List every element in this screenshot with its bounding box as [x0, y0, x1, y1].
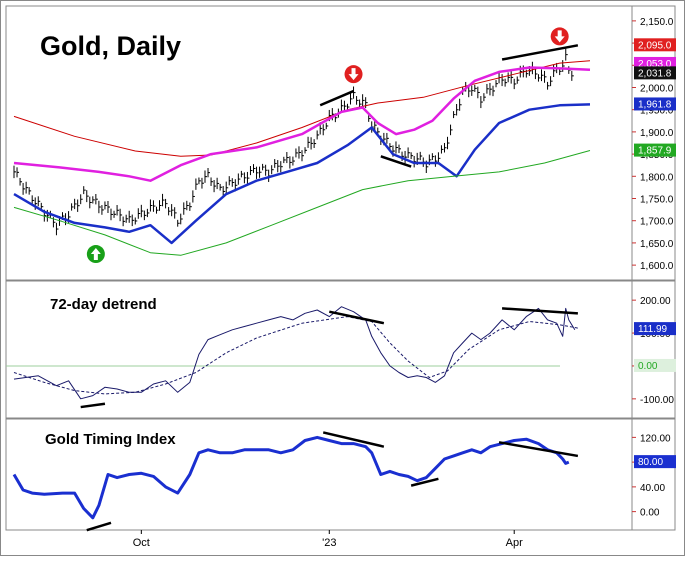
detrend-panel-title: 72-day detrend — [50, 296, 157, 313]
timing-series-line-0 — [12, 435, 570, 520]
price-ytick-label: 1,900.0 — [640, 128, 674, 139]
detrend-badge-label: 111.99 — [638, 324, 668, 335]
price-badge-bg — [634, 97, 676, 111]
price-ytick-label: 1,700.0 — [640, 217, 674, 228]
timing-panel-border — [5, 418, 676, 531]
price-ytick-label: 1,600.0 — [640, 261, 674, 272]
price-badge-bg — [634, 143, 676, 157]
arrow-glyph — [348, 68, 359, 81]
price-badge-label: 1,857.9 — [638, 146, 672, 157]
price-trend-line — [319, 89, 355, 107]
detrend-ytick-label: -100.00 — [640, 395, 674, 406]
detrend-trend-line — [80, 402, 106, 409]
price-series-line-4 — [13, 150, 591, 256]
price-ytick-label: 2,150.0 — [640, 17, 674, 28]
price-badge-label: 2,095.0 — [638, 40, 672, 51]
x-tick-label: Apr — [506, 537, 523, 549]
detrend-badge-bg — [634, 358, 676, 372]
price-badge-label: 1,961.8 — [638, 99, 672, 110]
timing-trend-line — [86, 521, 112, 532]
price-ytick-label: 2,000.0 — [640, 83, 674, 94]
price-series-line-3 — [13, 103, 591, 245]
timing-panel-title: Gold Timing Index — [45, 431, 176, 448]
detrend-panel-border — [5, 280, 676, 419]
detrend-badge-label: 0.00 — [638, 361, 658, 372]
timing-ytick-label: 0.00 — [640, 508, 660, 519]
price-badge-bg — [634, 38, 676, 52]
price-ytick-label: 1,800.0 — [640, 172, 674, 183]
annotation-layer — [80, 27, 579, 532]
detrend-badge-bg — [634, 322, 676, 336]
x-tick-label: Oct — [133, 537, 150, 549]
detrend-trend-line — [502, 307, 578, 315]
axis-layer: 2,150.02,100.02,050.02,000.01,950.01,900… — [133, 17, 676, 549]
arrow-glyph — [90, 248, 101, 261]
timing-ytick-label: 120.00 — [640, 433, 671, 444]
price-trend-line — [380, 155, 412, 168]
price-ytick-label: 1,950.0 — [640, 106, 674, 117]
x-tick-label: '23 — [322, 537, 336, 549]
timing-trend-line — [498, 441, 579, 458]
price-ytick-label: 1,750.0 — [640, 195, 674, 206]
price-badge-label: 2,053.0 — [638, 59, 672, 70]
grid-layer — [5, 5, 676, 531]
series-layer — [12, 48, 591, 520]
timing-ytick-label: 40.00 — [640, 483, 665, 494]
detrend-trend-line — [329, 310, 385, 325]
price-badge-bg — [634, 66, 676, 80]
price-series-line-1 — [13, 60, 591, 157]
arrow-glyph — [554, 30, 565, 43]
price-series-line-2 — [13, 66, 591, 182]
price-panel-title: Gold, Daily — [40, 31, 181, 61]
timing-trend-line — [322, 431, 385, 448]
detrend-series-line-0 — [13, 306, 576, 400]
timing-badge-label: 80.00 — [638, 457, 663, 468]
price-panel-border — [5, 5, 676, 281]
detrend-ytick-label: 200.00 — [640, 296, 671, 307]
price-badge-label: 2,031.8 — [638, 68, 672, 79]
price-trend-line — [501, 44, 579, 61]
timing-trend-line — [410, 477, 439, 487]
timing-badge-bg — [634, 455, 676, 469]
price-ytick-label: 1,650.0 — [640, 239, 674, 250]
